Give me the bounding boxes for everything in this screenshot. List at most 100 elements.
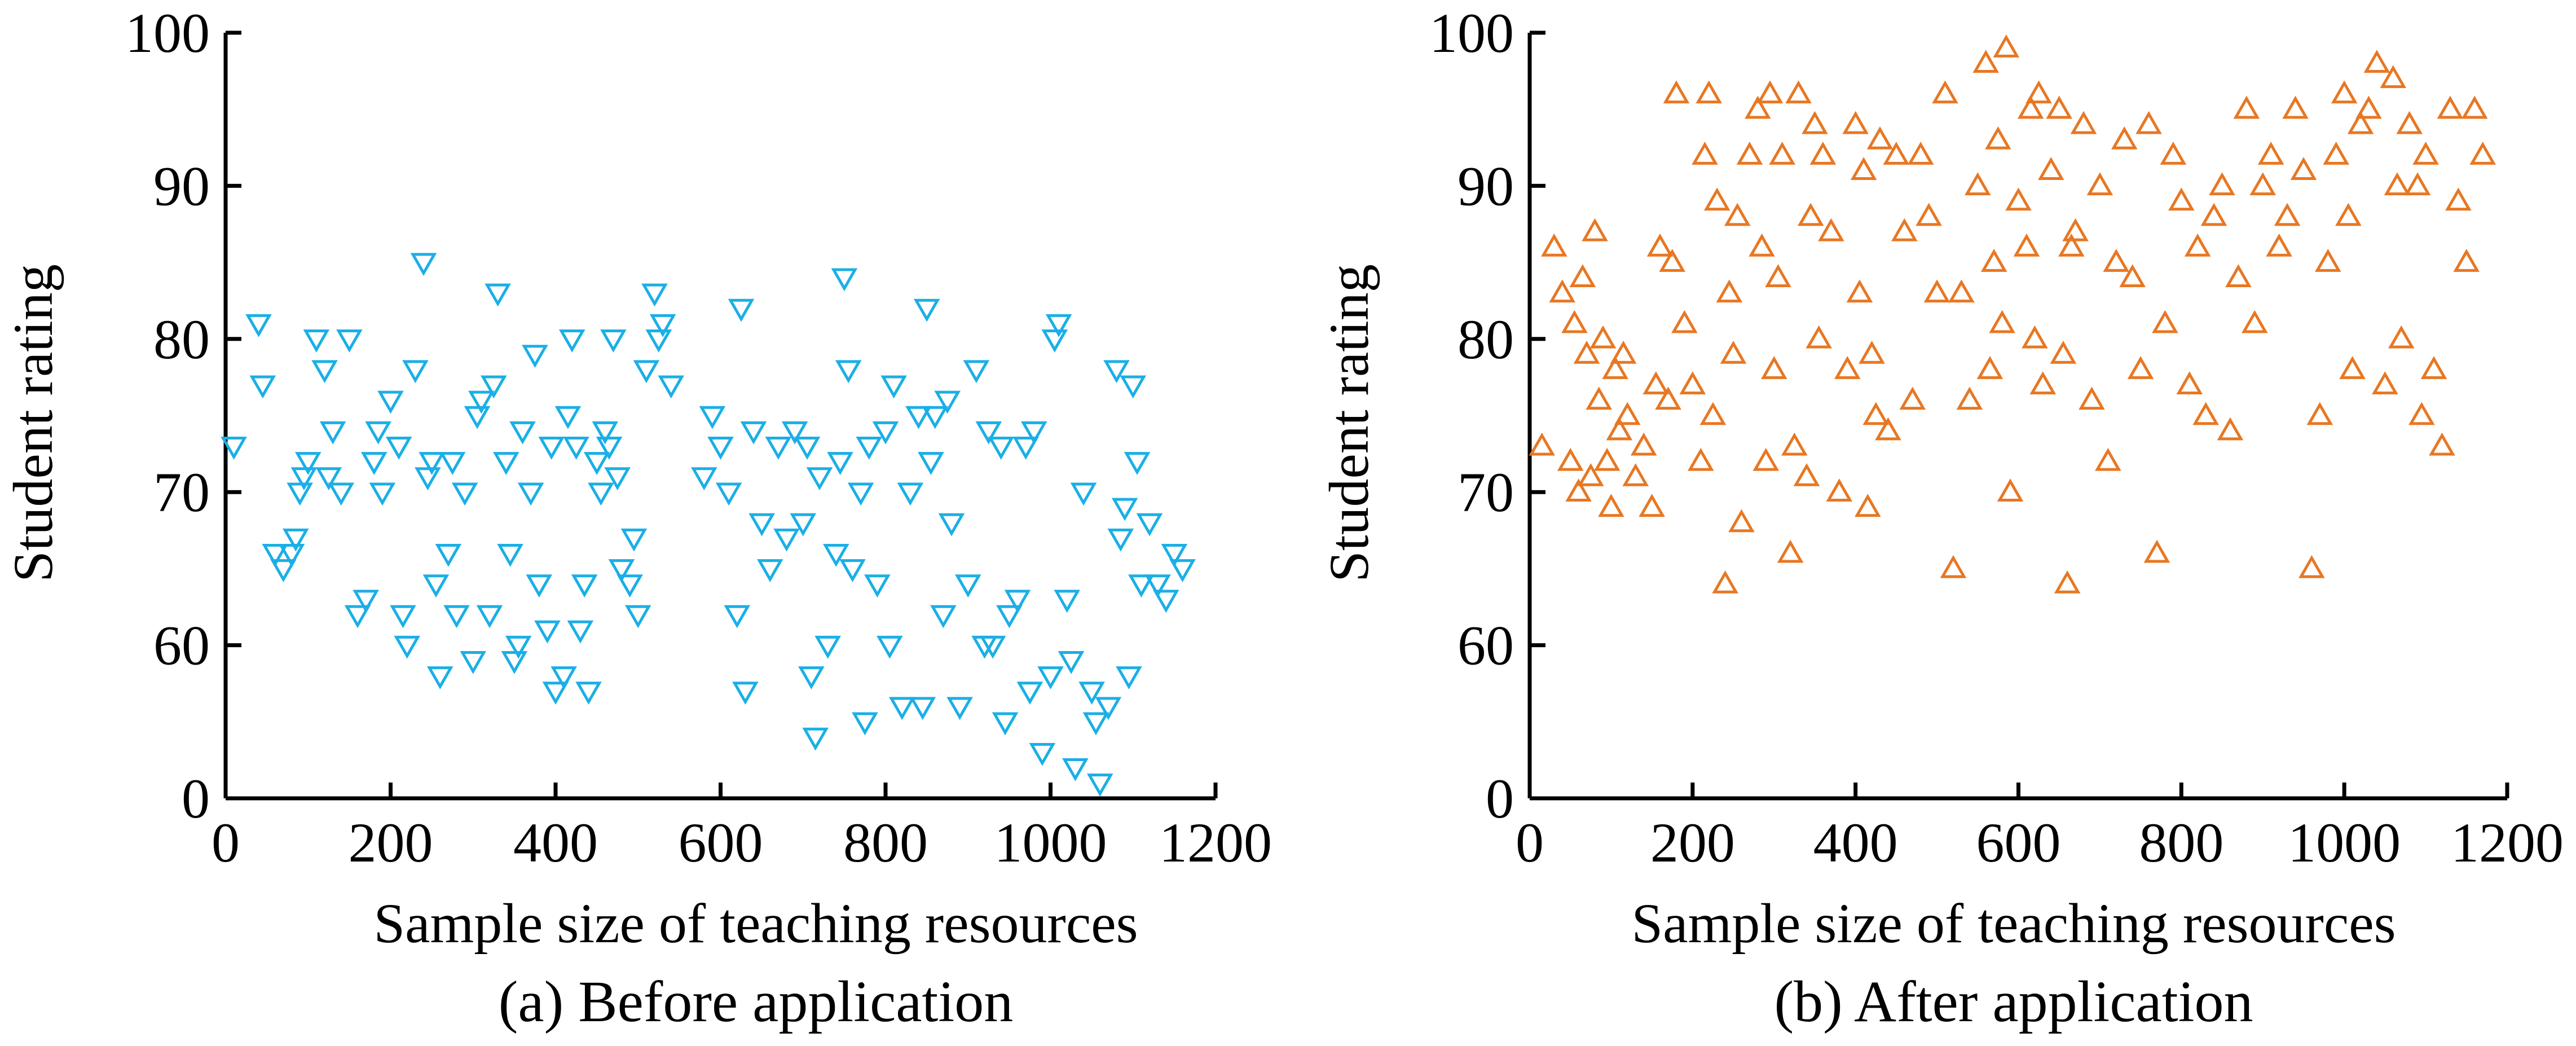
data-point — [2070, 111, 2097, 134]
data-point — [1875, 417, 1901, 441]
data-point — [835, 360, 862, 384]
data-point — [1850, 157, 1877, 181]
x-axis-title: Sample size of teaching resources — [1631, 892, 2396, 955]
panel-caption: (a) Before application — [499, 969, 1013, 1034]
data-point — [294, 452, 322, 475]
data-point — [963, 360, 990, 384]
data-point — [608, 559, 635, 582]
data-point — [814, 635, 841, 659]
data-point — [2058, 233, 2085, 257]
data-point — [1152, 590, 1179, 613]
data-point — [1809, 142, 1837, 165]
data-point — [270, 559, 297, 582]
data-point — [946, 697, 973, 720]
data-point — [221, 437, 247, 460]
data-point — [2013, 233, 2040, 257]
data-point — [505, 635, 532, 659]
data-point — [1582, 218, 1608, 241]
data-point — [1834, 356, 1861, 379]
data-point — [534, 620, 561, 644]
data-point — [1082, 712, 1109, 736]
data-point — [1765, 264, 1791, 287]
data-point — [2152, 310, 2178, 333]
data-point — [2095, 447, 2121, 471]
data-point — [390, 605, 416, 629]
data-point — [2025, 80, 2052, 104]
data-point — [1070, 482, 1097, 506]
y-tick-label: 90 — [1457, 155, 1514, 217]
data-point — [394, 635, 421, 659]
data-point — [2437, 95, 2464, 119]
data-point — [2380, 65, 2407, 89]
data-point — [481, 375, 507, 399]
y-tick-label: 80 — [153, 308, 210, 371]
data-point — [588, 482, 614, 506]
data-point — [353, 590, 379, 613]
data-point — [1749, 233, 1775, 257]
y-tick-label: 70 — [153, 461, 210, 524]
data-point — [283, 528, 309, 552]
data-point — [2135, 111, 2162, 134]
data-point — [794, 437, 821, 460]
data-point — [2029, 371, 2057, 394]
data-point — [1549, 279, 1576, 303]
data-point — [1041, 329, 1068, 353]
data-point — [1589, 325, 1617, 349]
y-axis-title: Student rating — [2, 264, 64, 582]
data-point — [278, 544, 305, 567]
y-tick-label: 0 — [1486, 767, 1514, 830]
data-point — [1012, 437, 1039, 460]
data-point — [641, 283, 668, 307]
data-point — [554, 406, 582, 429]
data-point — [2017, 95, 2044, 119]
data-point — [1940, 555, 1967, 578]
data-point — [2200, 203, 2227, 226]
data-point — [319, 421, 346, 445]
data-point — [2445, 187, 2472, 211]
data-point — [2046, 95, 2073, 119]
data-point — [522, 345, 548, 368]
data-point — [410, 253, 437, 276]
data-point — [365, 421, 391, 445]
data-point — [2306, 402, 2333, 425]
data-point — [1593, 447, 1621, 471]
data-point — [575, 682, 602, 705]
data-point — [748, 513, 775, 537]
data-point — [839, 559, 866, 582]
x-axis-title: Sample size of teaching resources — [373, 892, 1138, 955]
y-tick-label: 80 — [1457, 308, 1514, 371]
data-point — [690, 467, 717, 491]
data-point — [1993, 34, 2020, 58]
data-point — [1692, 142, 1718, 165]
data-point — [1802, 111, 1828, 134]
data-point — [1985, 126, 2011, 150]
x-tick-label: 600 — [1976, 811, 2061, 874]
data-point — [979, 635, 1006, 659]
data-point — [2408, 402, 2435, 425]
data-point — [790, 513, 817, 537]
data-point — [415, 467, 441, 491]
data-point — [2420, 356, 2447, 379]
data-point — [732, 682, 759, 705]
data-point — [2242, 310, 2268, 333]
data-point — [1862, 402, 1890, 425]
data-point — [1883, 142, 1910, 165]
data-point — [827, 452, 853, 475]
data-point — [1793, 463, 1820, 486]
x-tick-label: 1000 — [2288, 811, 2401, 874]
data-point — [1724, 203, 1751, 226]
data-point — [2314, 249, 2341, 272]
data-point — [443, 605, 470, 629]
data-point — [975, 421, 1002, 445]
data-point — [1736, 142, 1763, 165]
data-point — [551, 666, 577, 689]
data-point — [1004, 590, 1031, 613]
data-point — [509, 421, 536, 445]
data-point — [245, 314, 272, 337]
data-point — [1643, 371, 1670, 394]
y-axis-title: Student rating — [1318, 264, 1380, 582]
data-point — [2388, 325, 2415, 349]
y-tick-label: 0 — [182, 767, 210, 830]
data-point — [1586, 386, 1613, 410]
